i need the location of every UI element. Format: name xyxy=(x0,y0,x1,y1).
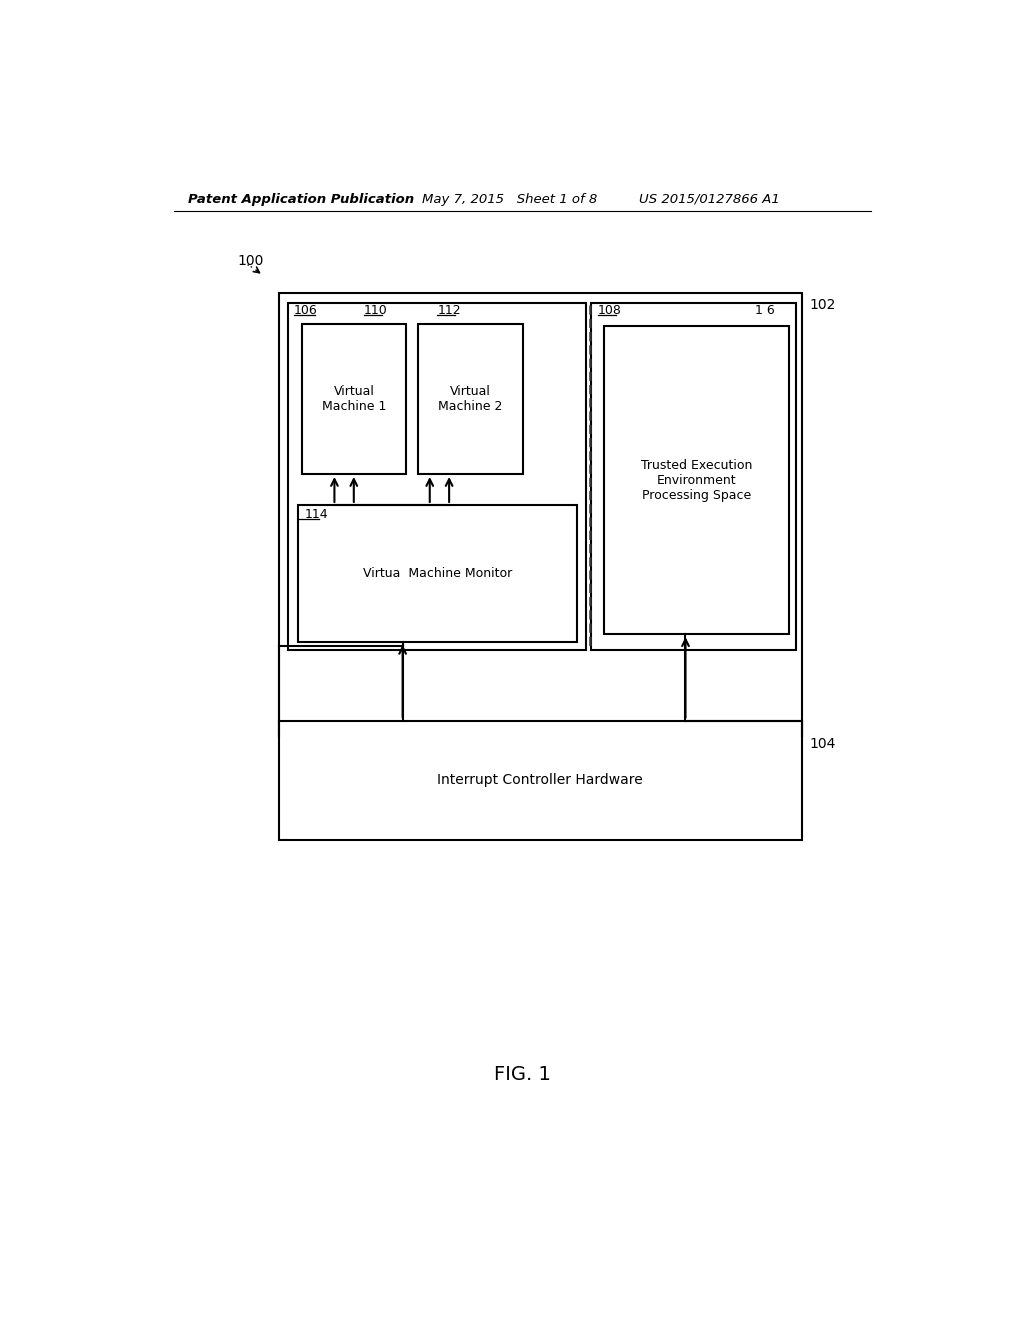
Text: US 2015/0127866 A1: US 2015/0127866 A1 xyxy=(638,193,779,206)
Text: Virtual
Machine 1: Virtual Machine 1 xyxy=(322,385,386,413)
Text: 1 6: 1 6 xyxy=(754,305,774,317)
Bar xyxy=(298,506,577,642)
Text: 106: 106 xyxy=(293,305,318,317)
Text: Virtual
Machine 2: Virtual Machine 2 xyxy=(438,385,502,413)
Text: Virtua  Machine Monitor: Virtua Machine Monitor xyxy=(363,566,512,579)
Text: 112: 112 xyxy=(437,305,461,317)
Bar xyxy=(278,721,801,840)
Text: 102: 102 xyxy=(809,298,835,312)
Text: 100: 100 xyxy=(237,253,264,268)
Text: FIG. 1: FIG. 1 xyxy=(494,1065,550,1084)
Text: 110: 110 xyxy=(364,305,387,317)
Text: 114: 114 xyxy=(304,508,327,520)
Bar xyxy=(418,323,522,474)
Bar xyxy=(287,304,586,649)
Text: Patent Application Publication: Patent Application Publication xyxy=(187,193,414,206)
Text: Trusted Execution
Environment
Processing Space: Trusted Execution Environment Processing… xyxy=(640,459,751,502)
Text: 108: 108 xyxy=(597,305,622,317)
Text: 104: 104 xyxy=(809,737,835,751)
Text: May 7, 2015   Sheet 1 of 8: May 7, 2015 Sheet 1 of 8 xyxy=(422,193,597,206)
Text: Interrupt Controller Hardware: Interrupt Controller Hardware xyxy=(437,774,642,787)
Bar xyxy=(302,323,407,474)
Bar xyxy=(590,304,796,649)
Bar xyxy=(603,326,788,635)
Bar xyxy=(278,293,801,737)
